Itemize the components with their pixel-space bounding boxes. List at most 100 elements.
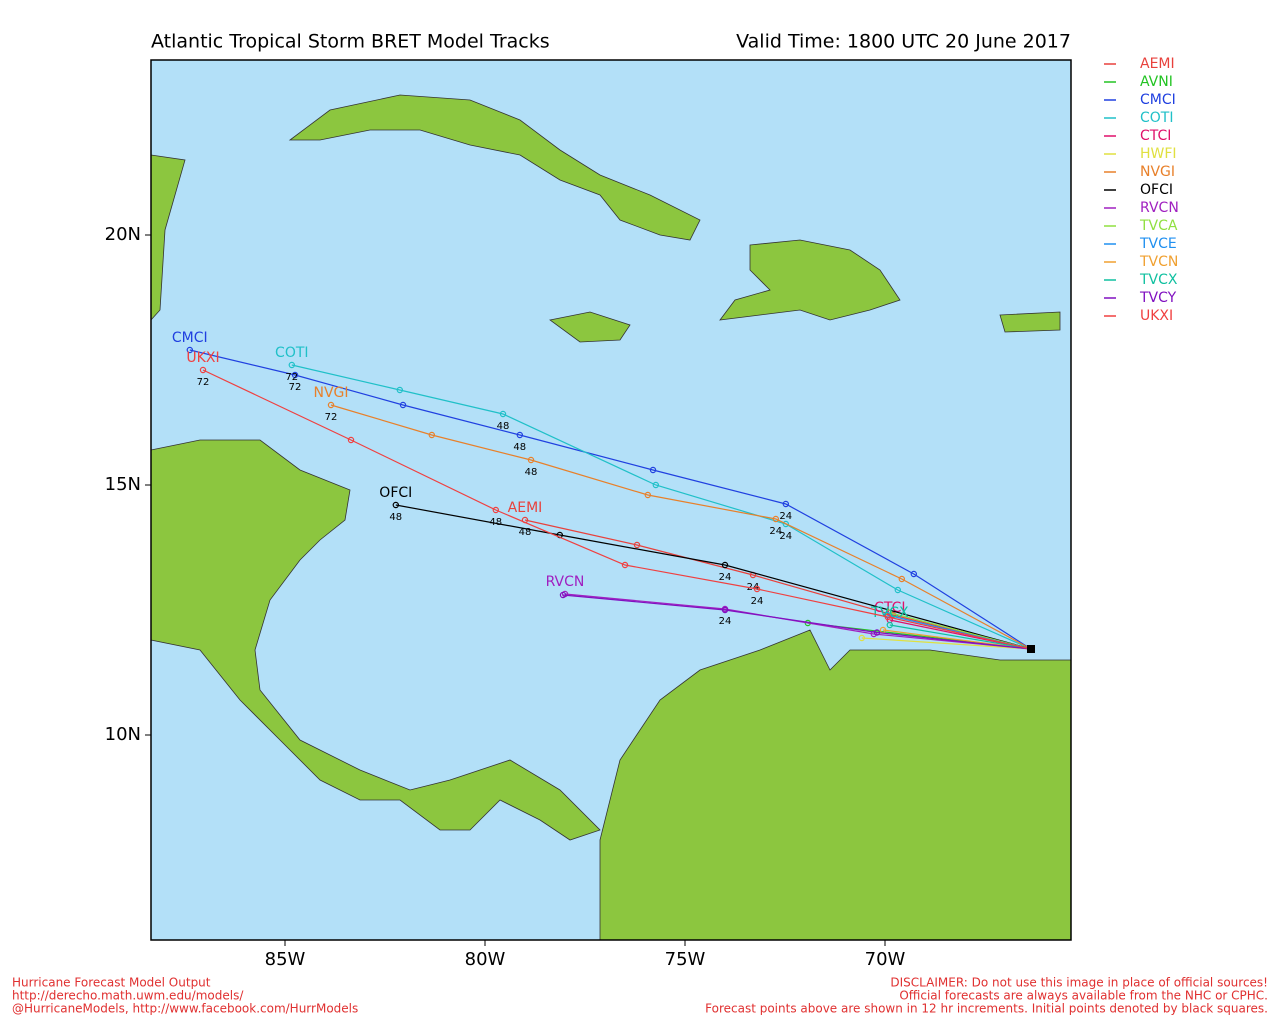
track-point <box>870 630 878 638</box>
track-line <box>395 504 1032 650</box>
hour-label: 72 <box>289 382 302 393</box>
footer-left: Hurricane Forecast Model Output <box>12 976 211 990</box>
legend-label: TVCN <box>1139 254 1178 270</box>
hour-label: 72 <box>197 377 210 388</box>
hour-label: 48 <box>525 467 538 478</box>
track-line <box>562 594 1032 650</box>
hour-label: 24 <box>779 511 792 522</box>
legend-label: CTCI <box>1140 128 1171 144</box>
track-point <box>492 506 499 514</box>
track-point <box>428 431 435 439</box>
map-frame <box>150 59 1072 941</box>
legend-label: TVCY <box>1139 290 1177 306</box>
track-name: OFCI <box>379 485 412 501</box>
track-point <box>186 346 193 354</box>
track-point <box>559 591 567 599</box>
legend-label: TVCX <box>1139 272 1178 288</box>
track-point <box>621 561 629 569</box>
track-name: CMCI <box>172 330 208 346</box>
valid-time: Valid Time: 1800 UTC 20 June 2017 <box>736 31 1071 53</box>
x-tick-label: 70W <box>865 949 906 970</box>
track-name: TVCX <box>870 605 909 621</box>
hour-label: 48 <box>513 442 526 453</box>
x-tick-label: 75W <box>665 949 706 970</box>
track-point <box>894 586 902 594</box>
footer: Hurricane Forecast Model Outputhttp://de… <box>12 976 1268 1016</box>
legend-label: CMCI <box>1140 92 1176 108</box>
track-line <box>291 364 1032 650</box>
legend-label: NVGI <box>1140 164 1175 180</box>
track-name: NVGI <box>313 385 348 401</box>
track-point <box>288 361 295 369</box>
hour-label: 24 <box>719 616 732 627</box>
track-line <box>889 624 1032 650</box>
land <box>150 94 1072 941</box>
hour-label: 24 <box>779 531 792 542</box>
track-point <box>633 541 641 549</box>
y-tick-label: 15N <box>105 474 141 495</box>
track-point <box>399 401 407 409</box>
track-point <box>347 436 355 444</box>
tracks: 2448AEMI244872CMCI244872COTICTCI244872NV… <box>172 330 1035 653</box>
track-point <box>499 410 507 418</box>
track-point <box>753 585 761 593</box>
hour-label: 24 <box>769 526 782 537</box>
initial-point <box>1027 645 1035 653</box>
track-point <box>772 515 780 523</box>
footer-left: http://derecho.math.uwm.edu/models/ <box>12 989 244 1003</box>
hour-label: 48 <box>489 517 502 528</box>
track-name: COTI <box>275 345 308 361</box>
y-tick-label: 20N <box>105 224 141 245</box>
footer-right: Forecast points above are shown in 12 hr… <box>705 1002 1268 1016</box>
legend-label: AEMI <box>1140 56 1175 72</box>
track-point <box>199 366 207 374</box>
legend-label: AVNI <box>1140 74 1173 90</box>
track-point <box>910 570 918 578</box>
track-name: RVCN <box>546 574 585 590</box>
legend-label: HWFI <box>1140 146 1177 162</box>
track-point <box>644 491 652 499</box>
track-point <box>782 500 790 508</box>
track-point <box>527 456 535 464</box>
hour-label: 24 <box>751 596 764 607</box>
legend-label: OFCI <box>1140 182 1173 198</box>
track-point <box>396 386 403 394</box>
hour-label: 24 <box>719 572 732 583</box>
y-tick-label: 10N <box>105 724 141 745</box>
hour-label: 72 <box>285 372 298 383</box>
legend-label: TVCE <box>1139 236 1177 252</box>
legend-label: UKXI <box>1140 308 1173 324</box>
track-point <box>327 401 335 409</box>
footer-right: Official forecasts are always available … <box>899 989 1268 1003</box>
x-tick-label: 80W <box>465 949 506 970</box>
track-point <box>291 371 299 379</box>
hour-label: 48 <box>389 512 402 523</box>
hour-label: 24 <box>747 582 760 593</box>
track-point <box>782 520 790 528</box>
track-name: AEMI <box>508 500 543 516</box>
track-point <box>858 634 866 642</box>
hour-label: 48 <box>519 527 532 538</box>
track-point <box>649 466 657 474</box>
title: Atlantic Tropical Storm BRET Model Track… <box>151 31 550 53</box>
track-point <box>873 629 881 636</box>
track-name: UKXI <box>186 350 219 366</box>
track-point <box>884 613 892 621</box>
legend-label: COTI <box>1140 110 1173 126</box>
track-point <box>721 561 729 569</box>
track-point <box>886 621 894 629</box>
track-point <box>652 481 660 489</box>
track-point <box>516 431 524 439</box>
legend: AEMI AVNI CMCI COTI CTCI HWFI NVGI OFCI RVCN TVCA… <box>1104 56 1179 324</box>
footer-left: @HurricaneModels, http://www.facebook.co… <box>12 1002 358 1016</box>
track-line <box>330 404 1032 650</box>
track-point <box>721 606 729 614</box>
legend-label: RVCN <box>1140 200 1179 216</box>
track-point <box>392 501 399 509</box>
hour-label: 72 <box>325 412 338 423</box>
track-point <box>898 575 906 583</box>
x-tick-label: 85W <box>265 949 306 970</box>
footer-right: DISCLAIMER: Do not use this image in pla… <box>890 976 1268 990</box>
legend-label: TVCA <box>1139 218 1178 234</box>
